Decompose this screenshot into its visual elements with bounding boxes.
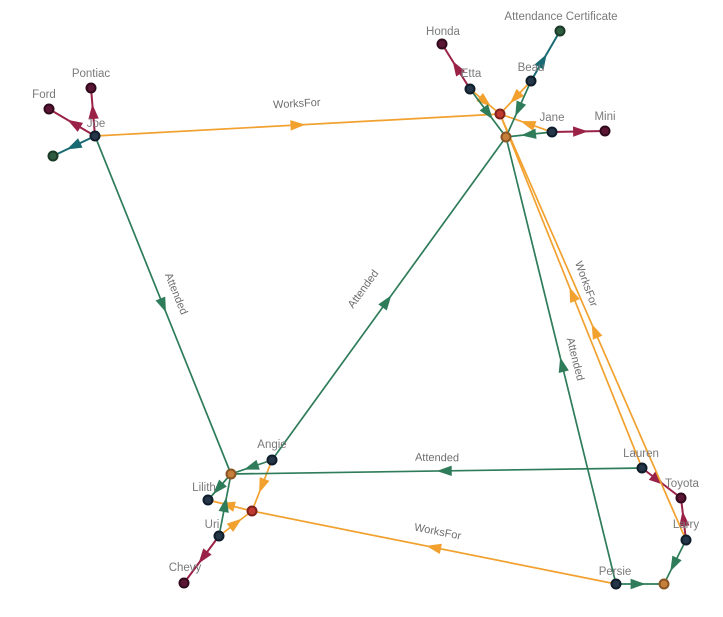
node-label-uri: Uri bbox=[205, 519, 220, 531]
arrowhead-persie-orange2 bbox=[630, 578, 646, 590]
node-label-etta: Etta bbox=[461, 68, 482, 80]
arrowhead-joe-bottom_orange bbox=[155, 296, 166, 313]
node-persie[interactable] bbox=[610, 578, 622, 590]
arrowhead-angie-bottom_orange bbox=[243, 459, 260, 470]
node-bottom_orange[interactable] bbox=[225, 468, 237, 480]
edge-label-persie-bottom_red: WorksFor bbox=[413, 522, 462, 543]
arrowhead-lauren-bottom_orange bbox=[436, 465, 452, 476]
arrowhead-lauren-top_red bbox=[569, 287, 580, 303]
node-lauren[interactable] bbox=[636, 462, 648, 474]
arrowhead-uri-chevy bbox=[198, 548, 212, 564]
node-top_orange[interactable] bbox=[500, 131, 512, 143]
node-label-lauren: Lauren bbox=[623, 448, 659, 460]
node-cert2[interactable] bbox=[47, 150, 59, 162]
arrowhead-joe-cert2 bbox=[66, 138, 83, 150]
node-label-ford: Ford bbox=[32, 89, 56, 101]
node-label-mini: Mini bbox=[594, 111, 615, 123]
node-label-angie: Angie bbox=[257, 439, 286, 451]
arrowhead-larry-top_red bbox=[591, 323, 603, 340]
node-orange2[interactable] bbox=[658, 578, 670, 590]
arrowhead-jane-top_red bbox=[520, 121, 537, 131]
arrowhead-uri-bottom_orange bbox=[218, 497, 229, 513]
arrowhead-beau-top_orange bbox=[515, 100, 527, 117]
node-label-chevy: Chevy bbox=[169, 562, 202, 574]
arrowhead-persie-bottom_red bbox=[426, 543, 442, 554]
node-honda[interactable] bbox=[436, 38, 448, 50]
node-label-beau: Beau bbox=[518, 62, 545, 74]
arrowhead-jane-mini bbox=[572, 126, 589, 137]
node-larry[interactable] bbox=[680, 534, 692, 546]
node-etta[interactable] bbox=[464, 83, 476, 95]
edge-label-larry-top_red: WorksFor bbox=[572, 260, 600, 309]
node-label-joe: Joe bbox=[87, 118, 106, 130]
arrowhead-joe-top_red bbox=[290, 120, 306, 131]
edge-label-lauren-bottom_orange: Attended bbox=[415, 452, 459, 465]
edge-label-persie-top_orange: Attended bbox=[564, 336, 586, 382]
node-toyota[interactable] bbox=[675, 492, 687, 504]
node-label-att_cert: Attendance Certificate bbox=[504, 11, 617, 23]
node-att_cert[interactable] bbox=[554, 25, 566, 37]
arrowhead-etta-top_orange bbox=[479, 104, 493, 120]
edge-label-joe-top_red: WorksFor bbox=[273, 97, 321, 111]
arrowhead-uri-bottom_red bbox=[226, 518, 242, 532]
arrowhead-beau-att_cert bbox=[534, 54, 547, 70]
edge-label-angie-top_orange: Attended bbox=[346, 268, 382, 311]
edge-label-joe-bottom_orange: Attended bbox=[162, 271, 190, 316]
node-top_red[interactable] bbox=[494, 108, 506, 120]
arrowhead-larry-orange2 bbox=[670, 555, 682, 572]
arrowhead-larry-toyota bbox=[679, 511, 690, 527]
node-chevy[interactable] bbox=[178, 577, 190, 589]
node-mini[interactable] bbox=[599, 125, 611, 137]
node-label-pontiac: Pontiac bbox=[72, 68, 111, 80]
node-label-persie: Persie bbox=[599, 566, 632, 578]
node-label-toyota: Toyota bbox=[665, 478, 699, 490]
node-lilith[interactable] bbox=[202, 494, 214, 506]
node-ford[interactable] bbox=[43, 103, 55, 115]
node-pontiac[interactable] bbox=[85, 82, 97, 94]
node-beau[interactable] bbox=[525, 75, 537, 87]
node-label-lilith: Lilith bbox=[192, 482, 216, 494]
arrowhead-jane-top_orange bbox=[521, 128, 537, 139]
arrowhead-joe-pontiac bbox=[88, 104, 99, 120]
node-label-jane: Jane bbox=[540, 112, 565, 124]
arrowhead-persie-top_orange bbox=[558, 357, 569, 374]
arrowhead-etta-honda bbox=[452, 61, 465, 77]
arrowhead-joe-ford bbox=[67, 119, 83, 132]
arrowhead-angie-bottom_red bbox=[259, 477, 270, 493]
arrowhead-bottom_orange-lilith bbox=[213, 479, 227, 495]
node-joe[interactable] bbox=[89, 130, 101, 142]
node-angie[interactable] bbox=[266, 454, 278, 466]
arrowhead-beau-top_red bbox=[510, 88, 525, 104]
arrowhead-angie-top_orange bbox=[378, 295, 392, 311]
node-bottom_red[interactable] bbox=[246, 505, 258, 517]
node-label-honda: Honda bbox=[426, 26, 460, 38]
edge-lauren-bottom_orange[interactable] bbox=[230, 467, 643, 475]
node-label-larry: Larry bbox=[673, 519, 699, 531]
arrowhead-etta-top_red bbox=[476, 93, 492, 107]
node-uri[interactable] bbox=[213, 530, 225, 542]
node-jane[interactable] bbox=[546, 126, 558, 138]
